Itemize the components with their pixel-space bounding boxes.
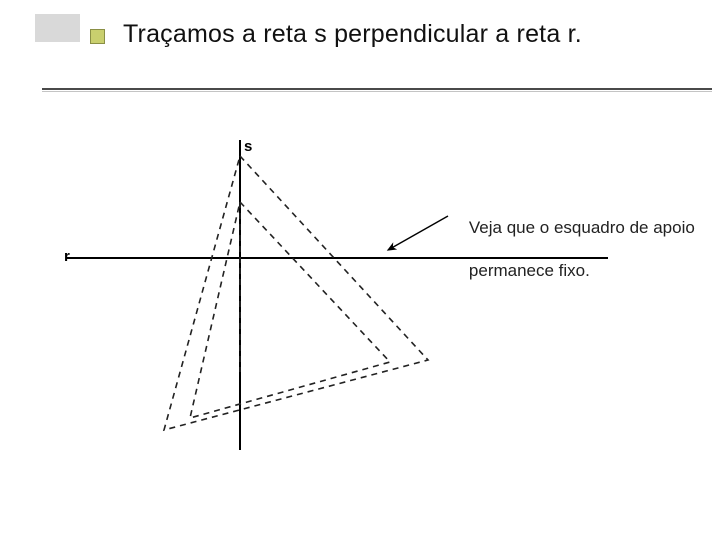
header: Traçamos a reta s perpendicular a reta r…: [35, 20, 720, 49]
header-divider: [42, 88, 712, 90]
title-row: Traçamos a reta s perpendicular a reta r…: [35, 20, 720, 49]
label-r: r: [64, 248, 70, 265]
header-divider-shadow: [42, 91, 712, 92]
outer-triangle: [164, 156, 428, 430]
figure-svg: [60, 130, 660, 490]
callout-line2: permanece fixo.: [469, 261, 590, 280]
bullet-icon: [90, 29, 105, 44]
callout-arrow: [388, 216, 448, 250]
geometry-figure: r s Veja que o esquadro de apoio permane…: [60, 130, 660, 490]
callout-text: Veja que o esquadro de apoio permanece f…: [450, 196, 695, 302]
inner-triangle: [190, 202, 390, 418]
label-s: s: [244, 138, 252, 155]
page-title: Traçamos a reta s perpendicular a reta r…: [123, 20, 582, 49]
callout-line1: Veja que o esquadro de apoio: [469, 218, 695, 237]
